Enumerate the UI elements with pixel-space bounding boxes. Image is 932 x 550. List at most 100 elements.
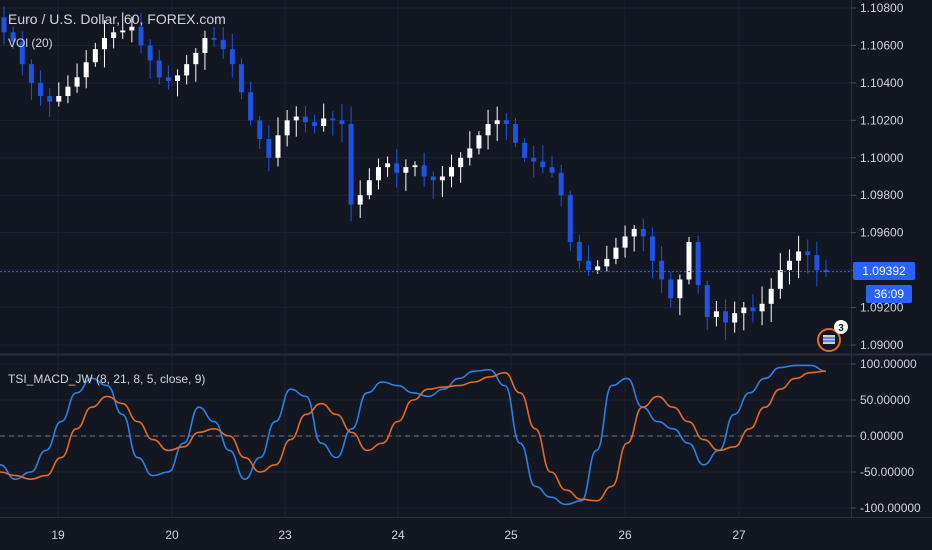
candle-body [512,124,518,143]
oscillator-axis-ticks: 100.00000 50.00000 0.00000 -50.00000 -100.00… [851,357,921,515]
candle-body [120,30,126,33]
candle-body [549,167,555,173]
candle-body [375,167,381,181]
candle-body [147,45,153,61]
candle-body [659,260,665,280]
time-tick-label: 19 [51,528,65,542]
candle-body [494,120,500,125]
candle-body [312,122,318,126]
candle-body [796,251,802,261]
candle-body [101,37,107,50]
candle-body [330,118,336,121]
candle-body [485,124,491,136]
tsi-line [0,364,827,506]
candle-body [165,77,171,82]
events-count: 3 [838,323,844,334]
candle-body [786,260,792,271]
price-scale[interactable] [851,0,932,517]
candle-body [184,64,190,76]
candle-body [604,258,610,267]
time-tick-label: 20 [165,528,179,542]
candle-body [522,142,528,158]
price-tick-label: 1.09600 [860,226,904,240]
candle-body [695,242,701,286]
candle-body [238,64,244,93]
symbol-title[interactable]: Euro / U.S. Dollar, 60, FOREX.com [8,11,226,27]
time-axis-ticks: 19 20 23 24 25 26 27 [51,528,746,542]
candle-body [47,95,53,102]
candle-body [622,236,628,248]
oscillator-title[interactable]: TSI_MACD_JW (8, 21, 8, 5, close, 9) [8,372,205,386]
candle-body [211,37,217,40]
price-tick-label: 1.10200 [860,113,904,127]
osc-tick-label: 0.00000 [860,429,904,443]
candle-body [421,165,427,177]
candle-body [430,176,436,181]
candle-body [366,180,372,196]
candle-body [65,86,71,96]
candle-body [704,285,710,317]
candle-body [531,157,537,162]
candle-body [640,228,646,237]
candle-body [814,255,820,271]
candle-body [750,307,756,312]
candle-body [595,266,601,271]
countdown-label: 36:09 [866,285,912,303]
osc-tick-label: 100.00000 [860,357,917,371]
price-tick-label: 1.09800 [860,188,904,202]
candle-body [275,135,281,158]
current-price-text: 1.09392 [862,264,906,278]
candle-body [302,116,308,123]
candle-body [10,32,16,42]
candle-body [613,247,619,259]
candle-body [631,228,637,237]
candle-body [677,279,683,299]
candle-body [449,167,455,177]
candle-body [668,279,674,299]
candle-body [129,26,135,31]
price-tick-label: 1.10400 [860,76,904,90]
candle-body [540,161,546,168]
candle-body [357,195,363,205]
candle-body [403,167,409,173]
candle-body [768,288,774,304]
candle-body [38,82,44,96]
candle-body [567,195,573,243]
price-tick-label: 1.10800 [860,1,904,15]
price-tick-label: 1.09000 [860,338,904,352]
candle-body [503,120,509,125]
candle-body [111,32,117,38]
candle-body [823,270,829,272]
time-tick-label: 25 [504,528,518,542]
candle-body [175,75,181,82]
time-tick-label: 26 [618,528,632,542]
candle-body [293,116,299,121]
time-tick-label: 23 [278,528,292,542]
candle-body [1,17,7,33]
candle-body [19,41,25,65]
candle-body [412,165,418,168]
candle-body [266,139,272,158]
candle-body [56,95,62,102]
candle-body [202,37,208,53]
volume-indicator-label[interactable]: VOl (20) [8,36,53,50]
price-tick-label: 1.10000 [860,151,904,165]
events-badge[interactable]: 3 [817,320,848,352]
candle-body [686,242,692,280]
osc-tick-label: -100.00000 [860,501,921,515]
candle-body [467,148,473,158]
candle-body [28,64,34,83]
candle-body [759,303,765,312]
candle-body [284,120,290,136]
candle-body [348,124,354,205]
countdown-text: 36:09 [874,287,904,301]
candle-body [723,311,729,323]
osc-tick-label: -50.00000 [860,465,914,479]
oscillator-lines [0,364,827,506]
candle-body [92,49,98,63]
candle-body [156,60,162,78]
candle-body [558,172,564,196]
candle-body [576,242,582,261]
candle-body [586,260,592,271]
